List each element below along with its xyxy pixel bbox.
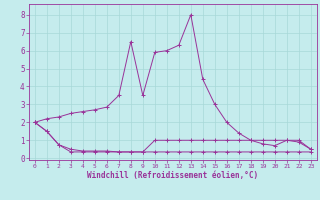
X-axis label: Windchill (Refroidissement éolien,°C): Windchill (Refroidissement éolien,°C) [87,171,258,180]
